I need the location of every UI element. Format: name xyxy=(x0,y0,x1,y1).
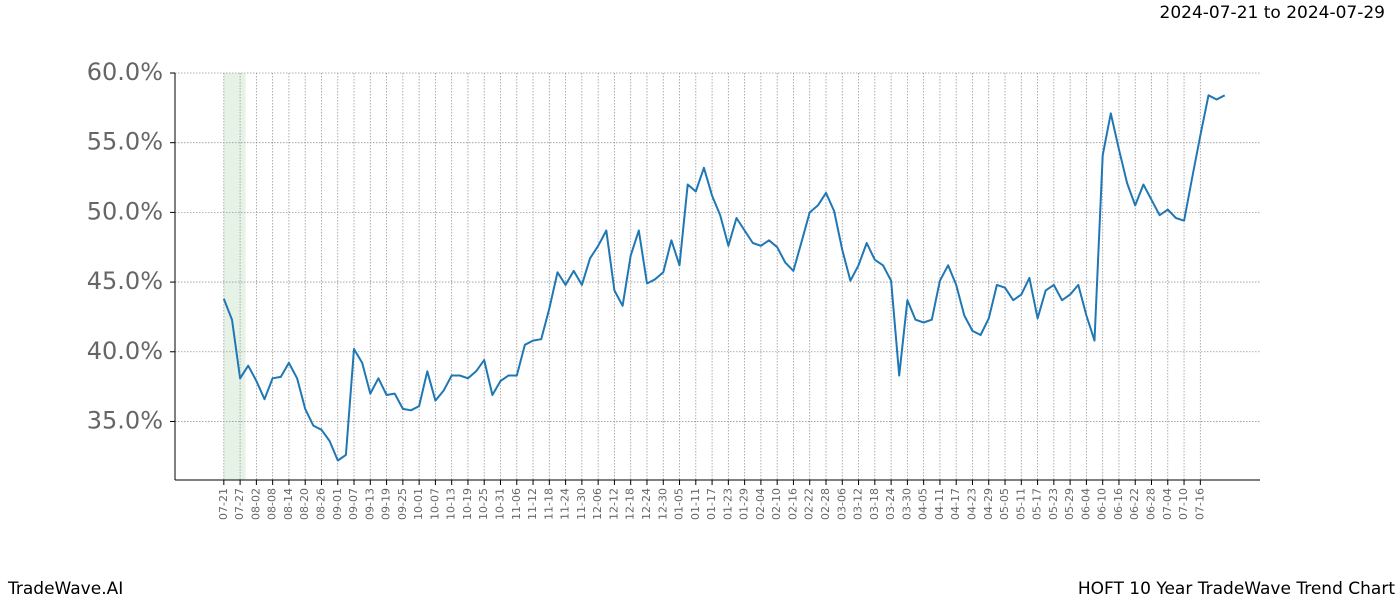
x-tick-label: 10-07 xyxy=(428,488,441,520)
x-tick-label: 04-29 xyxy=(982,488,995,520)
x-tick-label: 12-24 xyxy=(640,488,653,520)
x-tick-label: 06-16 xyxy=(1112,488,1125,520)
chart-title: HOFT 10 Year TradeWave Trend Chart xyxy=(1078,579,1395,599)
x-tick-label: 05-29 xyxy=(1063,488,1076,520)
x-tick-label: 11-12 xyxy=(526,488,539,520)
x-tick-label: 08-26 xyxy=(314,488,327,520)
x-tick-label: 12-30 xyxy=(656,488,669,520)
x-tick-label: 04-23 xyxy=(965,488,978,520)
x-tick-label: 10-01 xyxy=(412,488,425,520)
x-tick-label: 09-19 xyxy=(380,488,393,520)
x-tick-label: 03-24 xyxy=(884,488,897,520)
x-tick-label: 05-11 xyxy=(1014,488,1027,520)
x-tick-label: 10-31 xyxy=(494,488,507,520)
x-tick-label: 05-05 xyxy=(998,488,1011,520)
x-tick-label: 12-18 xyxy=(624,488,637,520)
x-tick-label: 02-22 xyxy=(803,488,816,520)
x-tick-label: 08-02 xyxy=(249,488,262,520)
x-tick-label: 03-30 xyxy=(900,488,913,520)
x-tick-label: 02-16 xyxy=(786,488,799,520)
x-tick-label: 07-16 xyxy=(1193,488,1206,520)
x-tick-label: 07-21 xyxy=(217,488,230,520)
x-tick-label: 07-04 xyxy=(1161,488,1174,520)
x-tick-label: 11-24 xyxy=(559,488,572,520)
x-tick-label: 12-12 xyxy=(607,488,620,520)
x-tick-label: 12-06 xyxy=(591,488,604,520)
x-tick-label: 02-28 xyxy=(819,488,832,520)
x-tick-label: 01-29 xyxy=(738,488,751,520)
x-tick-label: 09-07 xyxy=(347,488,360,520)
x-tick-label: 02-10 xyxy=(770,488,783,520)
trend-line xyxy=(222,94,1226,462)
x-tick-label: 04-11 xyxy=(933,488,946,520)
y-tick-label: 40.0% xyxy=(87,337,163,365)
x-tick-label: 06-28 xyxy=(1145,488,1158,520)
x-tick-label: 09-25 xyxy=(396,488,409,520)
x-tick-label: 10-25 xyxy=(477,488,490,520)
x-tick-label: 02-04 xyxy=(754,488,767,520)
x-tick-label: 06-22 xyxy=(1128,488,1141,520)
x-tick-label: 01-05 xyxy=(673,488,686,520)
x-tick-label: 01-11 xyxy=(689,488,702,520)
x-tick-label: 11-06 xyxy=(510,488,523,520)
x-tick-label: 08-14 xyxy=(282,488,295,520)
x-tick-label: 11-18 xyxy=(542,488,555,520)
x-tick-label: 04-05 xyxy=(917,488,930,520)
x-tick-label: 01-23 xyxy=(721,488,734,520)
x-tick-label: 08-08 xyxy=(266,488,279,520)
x-tick-label: 11-30 xyxy=(575,488,588,520)
x-tick-label: 09-01 xyxy=(331,488,344,520)
y-tick-label: 55.0% xyxy=(87,128,163,156)
x-tick-label: 03-18 xyxy=(868,488,881,520)
x-tick-label: 03-12 xyxy=(852,488,865,520)
x-tick-label: 05-17 xyxy=(1031,488,1044,520)
y-tick-label: 50.0% xyxy=(87,197,163,225)
y-tick-label: 35.0% xyxy=(87,406,163,434)
x-tick-label: 01-17 xyxy=(705,488,718,520)
brand: TradeWave.AI xyxy=(7,579,123,599)
x-tick-label: 10-13 xyxy=(445,488,458,520)
x-tick-label: 06-04 xyxy=(1079,488,1092,520)
date-range: 2024-07-21 to 2024-07-29 xyxy=(1160,3,1385,23)
x-tick-label: 08-20 xyxy=(298,488,311,520)
x-tick-label: 05-23 xyxy=(1047,488,1060,520)
x-tick-label: 07-10 xyxy=(1177,488,1190,520)
highlight-band xyxy=(223,73,246,480)
y-tick-label: 45.0% xyxy=(87,267,163,295)
x-tick-label: 06-10 xyxy=(1096,488,1109,520)
x-tick-label: 04-17 xyxy=(949,488,962,520)
y-tick-label: 60.0% xyxy=(87,58,163,86)
x-tick-label: 10-19 xyxy=(461,488,474,520)
x-tick-label: 07-27 xyxy=(233,488,246,520)
x-tick-label: 09-13 xyxy=(363,488,376,520)
x-tick-label: 03-06 xyxy=(835,488,848,520)
